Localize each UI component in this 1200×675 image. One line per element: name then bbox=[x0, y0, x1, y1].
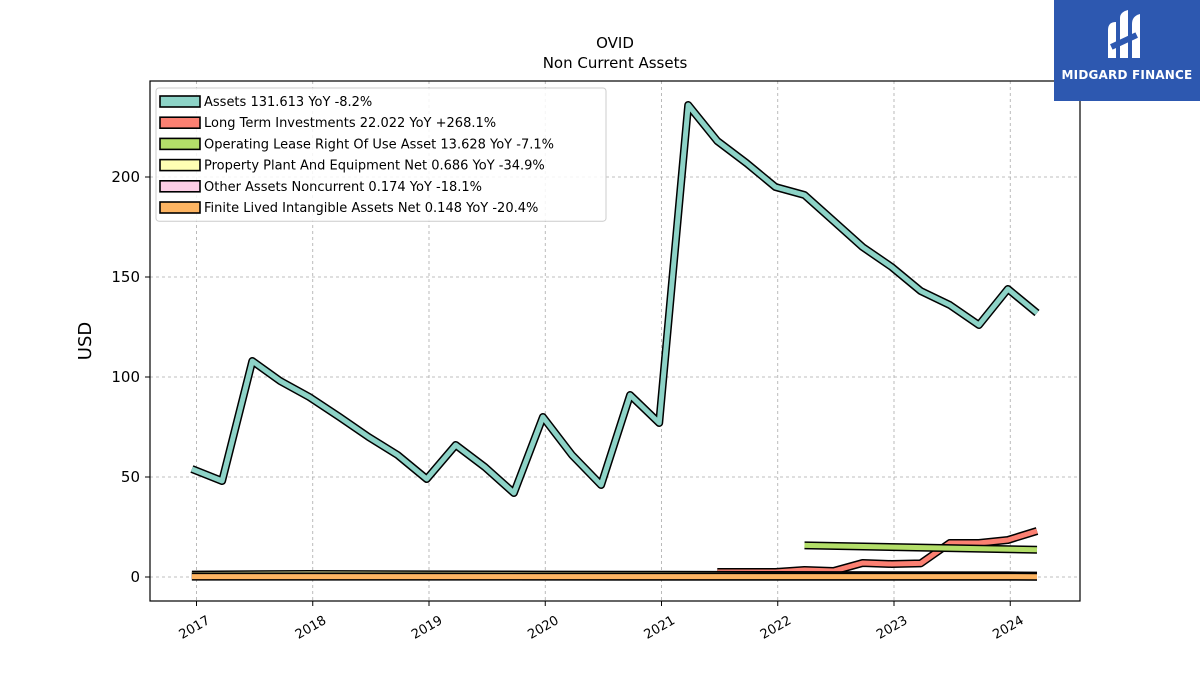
legend-swatch bbox=[159, 158, 201, 172]
legend-swatch bbox=[159, 95, 201, 108]
legend-entry: Other Assets Noncurrent 0.174 YoY -18.1% bbox=[204, 180, 482, 195]
brand-logo-text: MIDGARD FINANCE bbox=[1061, 68, 1193, 82]
legend-swatch bbox=[159, 116, 201, 129]
y-tick-label: 100 bbox=[111, 368, 140, 386]
series-line-2 bbox=[804, 541, 1038, 554]
series-line-0 bbox=[190, 101, 1040, 497]
legend: Assets 131.613 YoY -8.2% Long Term Invest… bbox=[155, 87, 607, 222]
legend-swatch bbox=[159, 180, 201, 193]
y-tick-label: 200 bbox=[111, 168, 140, 186]
x-tick-label: 2020 bbox=[525, 613, 561, 643]
chart-title: OVID bbox=[596, 34, 634, 52]
x-tick-label: 2019 bbox=[409, 613, 445, 643]
midgard-logo-icon bbox=[1108, 10, 1140, 58]
brand-logo: MIDGARD FINANCE bbox=[1054, 0, 1200, 101]
series-layer bbox=[190, 101, 1040, 581]
legend-swatch bbox=[159, 137, 201, 151]
legend-entry: Operating Lease Right Of Use Asset 13.62… bbox=[204, 137, 554, 152]
x-tick-label: 2017 bbox=[177, 613, 213, 643]
legend-entry: Assets 131.613 YoY -8.2% bbox=[204, 95, 372, 110]
y-tick-label: 150 bbox=[111, 268, 140, 286]
y-axis-label: USD bbox=[75, 322, 96, 360]
legend-entry: Finite Lived Intangible Assets Net 0.148… bbox=[204, 201, 538, 216]
x-tick-label: 2021 bbox=[642, 613, 678, 643]
x-tick-label: 2018 bbox=[293, 613, 329, 643]
legend-swatch bbox=[159, 201, 201, 214]
legend-entry: Long Term Investments 22.022 YoY +268.1% bbox=[204, 116, 496, 131]
legend-box bbox=[155, 87, 607, 222]
x-tick-label: 2023 bbox=[874, 613, 910, 643]
series-stroke bbox=[190, 102, 1039, 496]
plot-frame bbox=[149, 80, 1081, 602]
x-tick-label: 2022 bbox=[758, 613, 794, 643]
chart-subtitle: Non Current Assets bbox=[543, 54, 688, 72]
series-stroke bbox=[804, 542, 1038, 553]
y-tick-label: 50 bbox=[121, 468, 140, 486]
legend-entry: Property Plant And Equipment Net 0.686 Y… bbox=[204, 159, 545, 174]
x-tick-label: 2024 bbox=[990, 613, 1026, 643]
y-tick-label: 0 bbox=[130, 568, 140, 586]
